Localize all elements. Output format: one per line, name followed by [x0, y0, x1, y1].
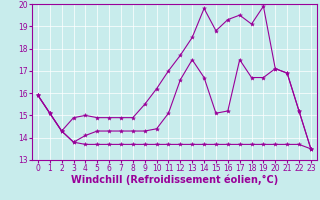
X-axis label: Windchill (Refroidissement éolien,°C): Windchill (Refroidissement éolien,°C) — [71, 175, 278, 185]
